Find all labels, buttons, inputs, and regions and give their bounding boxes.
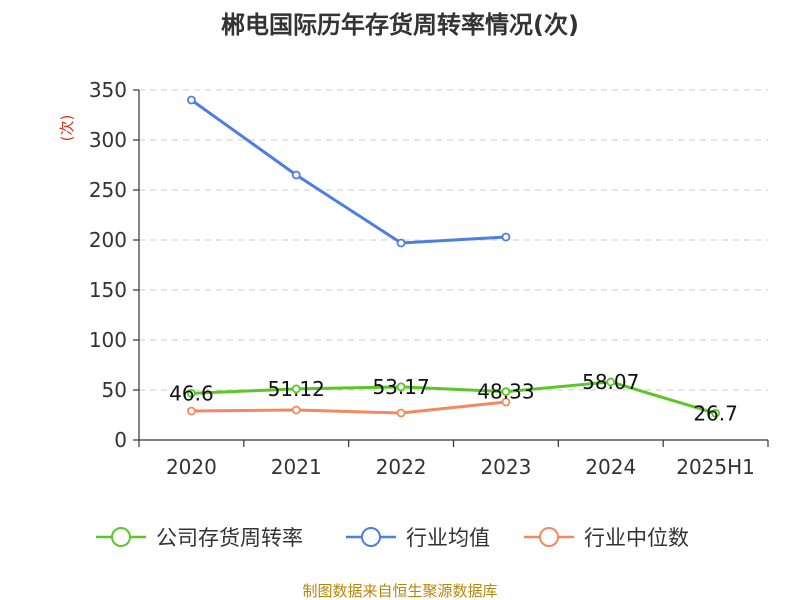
data-label: 26.7 — [693, 401, 738, 425]
data-label: 46.6 — [169, 381, 214, 405]
data-point — [501, 387, 511, 397]
legend-circle-marker — [539, 527, 559, 547]
x-tick-labels: 2020 2021 2022 2023 2024 2025H1 — [166, 455, 755, 479]
y-tick-label: 100 — [89, 328, 127, 352]
data-point — [291, 170, 301, 180]
y-tick-label: 150 — [89, 278, 127, 302]
data-label: 51.12 — [268, 377, 325, 401]
x-tick-label: 2021 — [271, 455, 322, 479]
series-line — [190, 98, 507, 245]
data-label: 58.07 — [582, 370, 639, 394]
legend-label: 行业均值 — [406, 526, 490, 550]
x-tick-label: 2020 — [166, 455, 217, 479]
data-point — [396, 382, 406, 392]
legend[interactable]: 公司存货周转率 行业均值 行业中位数 — [96, 526, 689, 550]
data-point — [187, 95, 196, 105]
y-tick-label: 350 — [89, 78, 127, 102]
data-point — [501, 232, 511, 242]
y-tick-label: 300 — [89, 128, 127, 152]
legend-item[interactable]: 行业均值 — [346, 526, 490, 550]
legend-circle-marker — [361, 527, 381, 547]
data-point — [711, 408, 720, 418]
legend-circle-marker — [111, 527, 131, 547]
series-line — [191, 380, 717, 415]
x-tick-label: 2022 — [376, 455, 427, 479]
axes — [133, 89, 769, 447]
chart-title: 郴电国际历年存货周转率情况(次) — [221, 11, 579, 39]
data-point — [396, 408, 406, 418]
data-label: 48.33 — [477, 380, 534, 404]
y-tick-label: 250 — [89, 178, 127, 202]
data-labels: 46.6 51.12 53.17 48.33 58.07 26.7 — [169, 370, 738, 425]
legend-label: 公司存货周转率 — [156, 526, 303, 550]
legend-item[interactable]: 公司存货周转率 — [96, 526, 303, 550]
y-tick-label: 200 — [89, 228, 127, 252]
data-point — [187, 388, 196, 398]
data-point — [187, 406, 196, 416]
y-axis-unit-label: (次) — [58, 115, 76, 142]
y-tick-labels: 0 50 100 150 200 250 300 350 — [89, 78, 127, 452]
x-tick-label: 2023 — [480, 455, 531, 479]
legend-label: 行业中位数 — [584, 526, 689, 550]
data-point — [291, 405, 301, 415]
data-point — [501, 397, 511, 407]
x-tick-label: 2025H1 — [676, 455, 755, 479]
data-point — [291, 384, 301, 394]
legend-item[interactable]: 行业中位数 — [524, 526, 689, 550]
data-point — [606, 377, 616, 387]
series-line — [191, 400, 507, 415]
y-tick-label: 50 — [102, 378, 127, 402]
series-lines — [187, 95, 720, 418]
y-tick-label: 0 — [114, 428, 127, 452]
data-point — [396, 238, 406, 248]
data-label: 53.17 — [372, 375, 429, 399]
x-tick-label: 2024 — [585, 455, 636, 479]
source-note: 制图数据来自恒生聚源数据库 — [302, 582, 497, 600]
